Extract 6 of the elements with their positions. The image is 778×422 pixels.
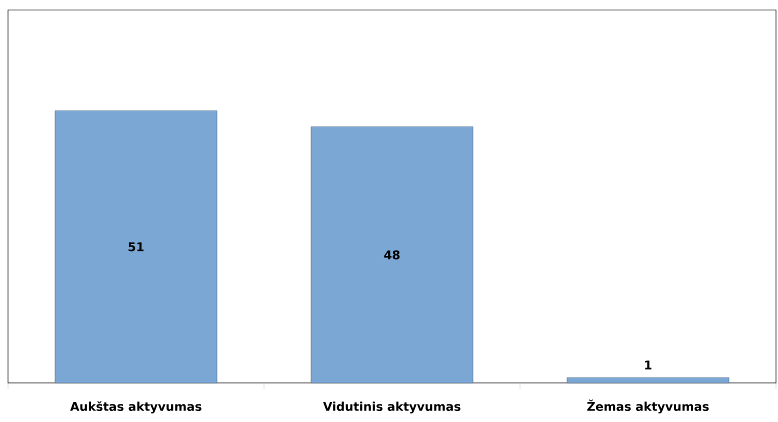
x-tick-label: Žemas aktyvumas	[587, 400, 709, 414]
data-label: 1	[645, 360, 652, 370]
data-label: 51	[128, 242, 144, 252]
x-tick-label: Aukštas aktyvumas	[70, 401, 202, 414]
data-label: 48	[384, 250, 400, 260]
x-tick-label: Vidutinis aktyvumas	[323, 402, 460, 414]
